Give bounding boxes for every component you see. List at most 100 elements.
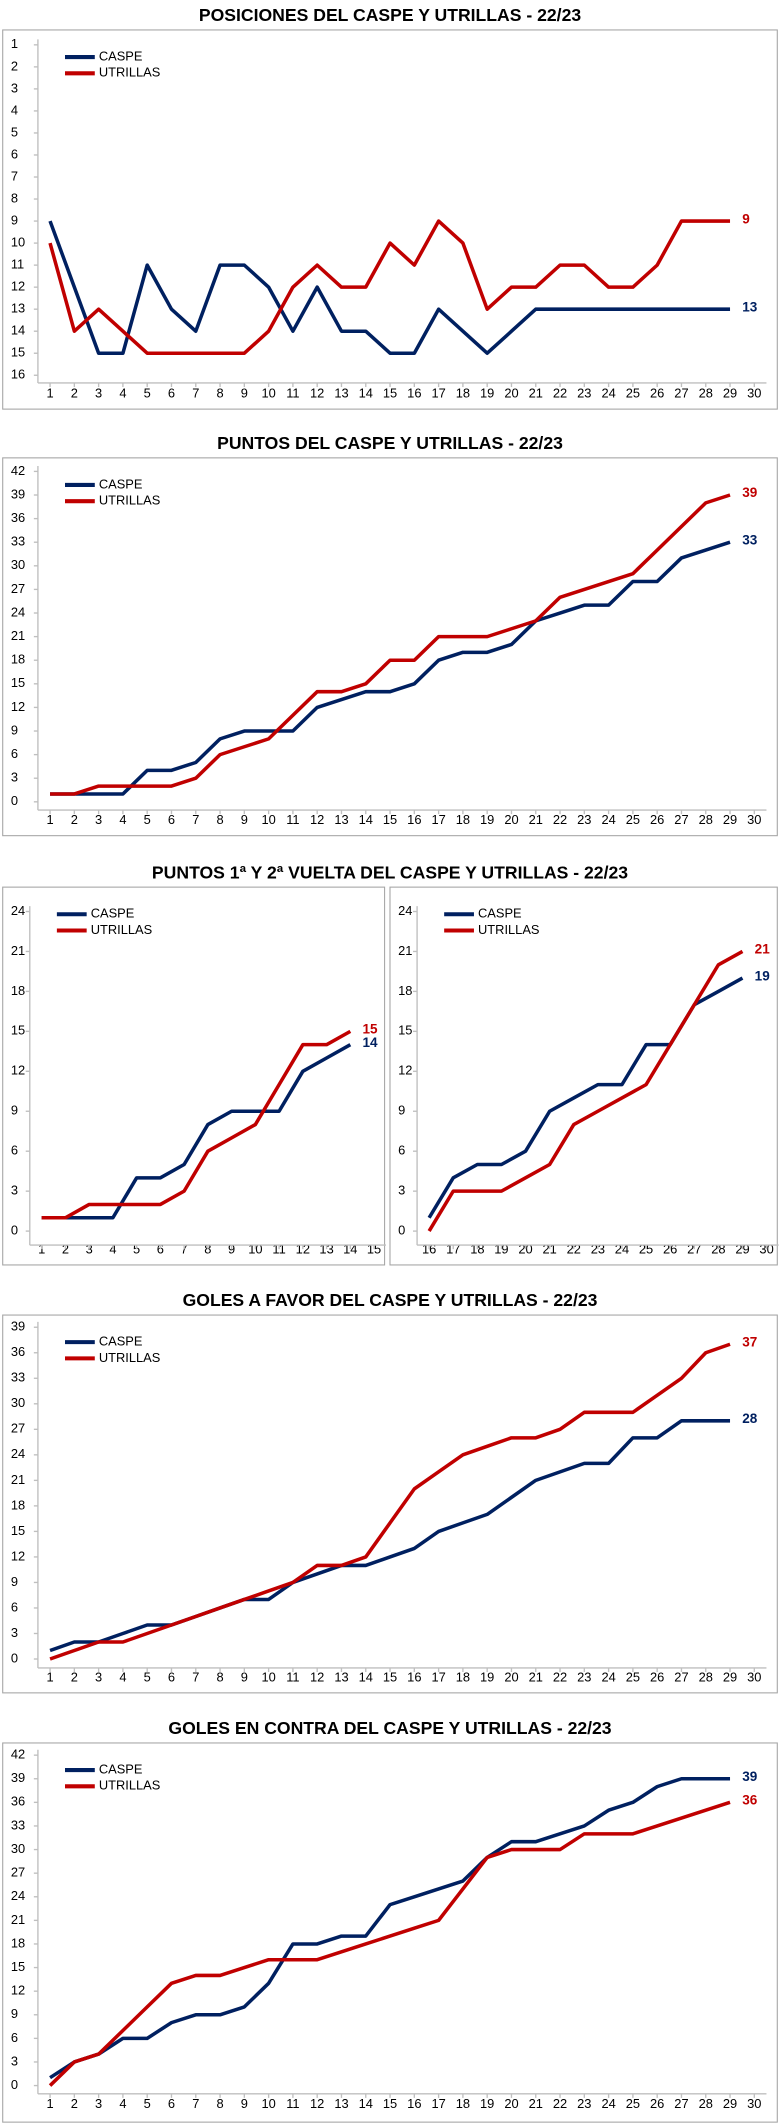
end-label: 39	[742, 485, 758, 500]
end-label: 33	[742, 532, 758, 547]
x-tick-label: 4	[119, 812, 126, 827]
x-tick-label: 25	[626, 386, 640, 401]
x-tick-label: 1	[46, 2096, 53, 2111]
chart-title: GOLES A FAVOR DEL CASPE Y UTRILLAS - 22/…	[183, 1290, 598, 1310]
x-tick-label: 9	[241, 386, 248, 401]
end-label: 37	[742, 1334, 757, 1349]
y-tick-label: 0	[11, 793, 18, 808]
y-tick-label: 30	[11, 1841, 25, 1856]
x-tick-label: 20	[504, 386, 518, 401]
x-tick-label: 18	[456, 386, 470, 401]
x-tick-label: 28	[699, 1669, 713, 1684]
y-tick-label: 9	[11, 212, 18, 227]
x-tick-label: 7	[192, 386, 199, 401]
y-tick-label: 21	[11, 943, 25, 958]
legend-label: CASPE	[478, 906, 522, 921]
x-tick-label: 24	[601, 2096, 615, 2111]
x-tick-label: 19	[480, 812, 494, 827]
x-tick-label: 1	[46, 386, 53, 401]
x-tick-label: 22	[553, 1669, 567, 1684]
y-tick-label: 3	[11, 1183, 18, 1198]
y-tick-label: 12	[398, 1063, 412, 1078]
y-tick-label: 0	[11, 1650, 18, 1665]
x-tick-label: 2	[71, 386, 78, 401]
x-tick-label: 15	[383, 1669, 397, 1684]
y-tick-label: 21	[11, 628, 25, 643]
x-tick-label: 28	[699, 2096, 713, 2111]
x-tick-label: 9	[241, 2096, 248, 2111]
x-tick-label: 20	[504, 1669, 518, 1684]
x-tick-label: 13	[334, 2096, 348, 2111]
x-tick-label: 14	[359, 812, 373, 827]
chart-frame	[2, 457, 778, 837]
x-tick-label: 3	[95, 2096, 102, 2111]
y-tick-label: 9	[11, 1103, 18, 1118]
chart-title: POSICIONES DEL CASPE Y UTRILLAS - 22/23	[199, 5, 581, 25]
legend-label: UTRILLAS	[99, 65, 160, 80]
y-tick-label: 18	[11, 1935, 25, 1950]
y-tick-label: 18	[11, 983, 25, 998]
x-tick-label: 3	[95, 1669, 102, 1684]
x-tick-label: 20	[504, 2096, 518, 2111]
x-tick-label: 10	[261, 812, 275, 827]
data-line	[50, 493, 731, 796]
x-tick-label: 16	[407, 386, 421, 401]
y-tick-label: 30	[11, 557, 25, 572]
x-tick-label: 2	[71, 1669, 78, 1684]
x-tick-label: 13	[334, 386, 348, 401]
x-tick-label: 18	[456, 812, 470, 827]
x-tick-label: 1	[46, 812, 53, 827]
x-tick-label: 24	[601, 1669, 615, 1684]
y-tick-label: 33	[11, 1817, 25, 1832]
chart-title: GOLES EN CONTRA DEL CASPE Y UTRILLAS - 2…	[168, 1718, 611, 1738]
x-tick-label: 9	[241, 1669, 248, 1684]
x-tick-label: 11	[286, 1669, 299, 1684]
x-tick-label: 5	[144, 2096, 151, 2111]
y-tick-label: 6	[11, 2030, 18, 2045]
x-tick-label: 16	[407, 2096, 421, 2111]
x-tick-label: 4	[119, 386, 126, 401]
x-tick-label: 18	[456, 2096, 470, 2111]
x-tick-label: 30	[747, 2096, 761, 2111]
x-tick-label: 21	[529, 2096, 543, 2111]
y-tick-label: 3	[11, 80, 18, 95]
x-tick-label: 29	[723, 1669, 737, 1684]
y-tick-label: 0	[11, 1222, 18, 1237]
x-tick-label: 8	[216, 1669, 223, 1684]
data-line	[49, 1776, 731, 2080]
x-tick-label: 2	[71, 2096, 78, 2111]
y-tick-label: 13	[11, 301, 25, 316]
x-tick-label: 20	[504, 812, 518, 827]
y-tick-label: 10	[11, 234, 25, 249]
x-tick-label: 19	[480, 2096, 494, 2111]
legend-label: UTRILLAS	[99, 493, 160, 508]
x-tick-label: 26	[650, 386, 664, 401]
y-tick-label: 15	[11, 675, 25, 690]
x-tick-label: 8	[216, 812, 223, 827]
y-tick-label: 6	[11, 746, 18, 761]
y-tick-label: 12	[11, 699, 25, 714]
x-tick-label: 29	[723, 386, 737, 401]
y-tick-label: 3	[11, 1625, 18, 1640]
y-tick-label: 15	[398, 1023, 412, 1038]
end-label: 36	[742, 1793, 758, 1808]
x-tick-label: 15	[383, 2096, 397, 2111]
data-line	[48, 219, 731, 355]
x-tick-label: 28	[699, 812, 713, 827]
x-tick-label: 10	[261, 1669, 275, 1684]
y-tick-label: 12	[11, 1063, 25, 1078]
end-label: 19	[755, 968, 771, 983]
x-tick-label: 8	[216, 2096, 223, 2111]
x-tick-label: 6	[168, 2096, 175, 2111]
x-tick-label: 21	[529, 812, 543, 827]
data-line	[41, 1043, 352, 1220]
chart-frame	[2, 1742, 778, 2123]
data-line	[427, 976, 744, 1219]
x-tick-label: 10	[261, 386, 275, 401]
y-tick-label: 21	[398, 943, 412, 958]
y-tick-label: 36	[11, 1344, 25, 1359]
x-tick-label: 30	[747, 1669, 761, 1684]
x-tick-label: 23	[577, 2096, 591, 2111]
end-label: 39	[742, 1769, 758, 1784]
